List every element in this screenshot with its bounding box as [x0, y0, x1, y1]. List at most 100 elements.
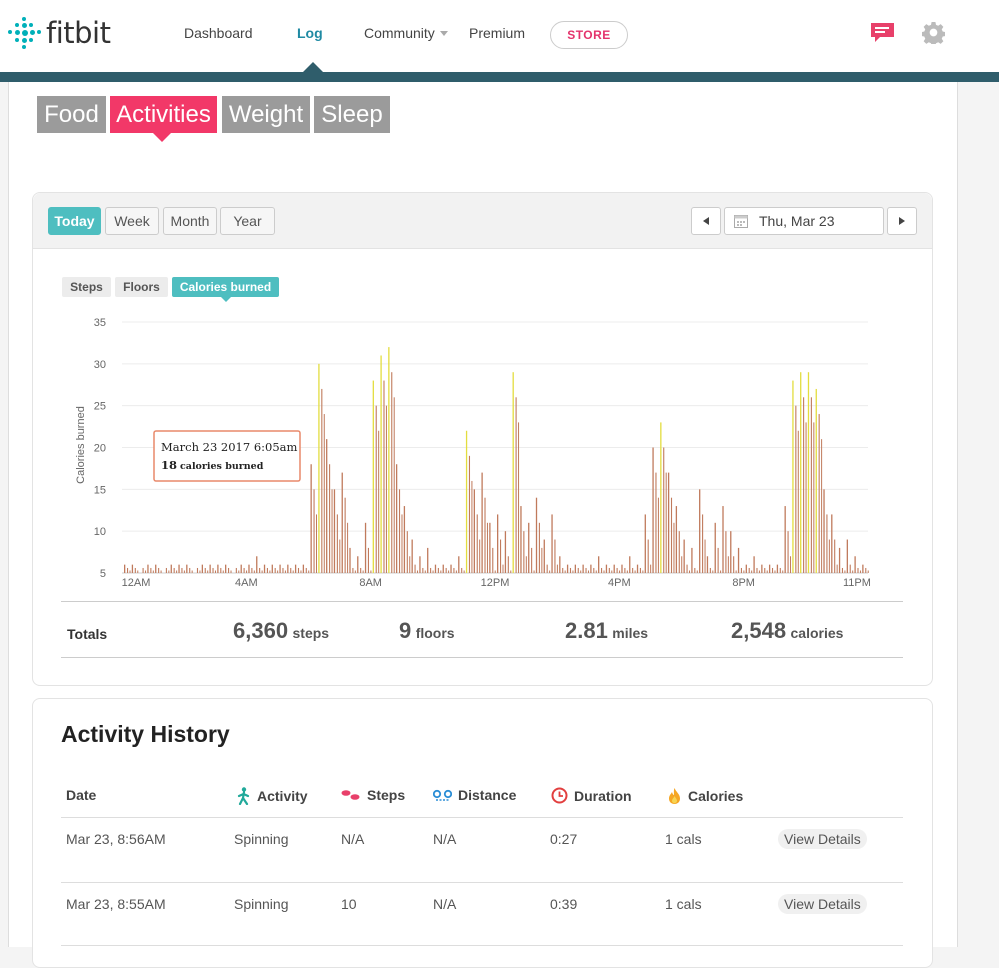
calorie-bar: [709, 567, 711, 573]
calorie-bar: [691, 547, 693, 573]
calorie-bar: [160, 570, 162, 573]
total-steps: 6,360 steps: [233, 618, 329, 644]
total-steps-unit: steps: [292, 625, 330, 641]
column-distance[interactable]: Distance: [433, 787, 516, 803]
calorie-bar: [706, 556, 709, 573]
calorie-bar: [427, 547, 429, 573]
calorie-bar: [768, 564, 771, 573]
chart-bars[interactable]: [124, 347, 869, 573]
calorie-bar: [243, 567, 245, 573]
calorie-bar: [201, 564, 204, 573]
calorie-bar: [621, 564, 623, 573]
calorie-bar: [489, 522, 491, 573]
store-button[interactable]: STORE: [550, 21, 628, 49]
calorie-bar: [821, 439, 823, 573]
calorie-bar: [274, 567, 276, 573]
row-2-distance: N/A: [433, 896, 457, 912]
row-2-view-details-button[interactable]: View Details: [778, 894, 867, 914]
y-tick-label: 35: [94, 317, 106, 329]
total-distance-value: 2.81: [565, 618, 608, 643]
tab-weight[interactable]: Weight: [222, 96, 310, 133]
calorie-bar: [590, 564, 592, 573]
calorie-bar: [694, 567, 696, 573]
calorie-bar: [546, 564, 548, 573]
calorie-bar: [805, 422, 807, 573]
calorie-bar: [745, 564, 747, 573]
messages-icon[interactable]: [870, 22, 895, 42]
column-date-label: Date: [66, 787, 97, 803]
column-steps[interactable]: Steps: [341, 787, 405, 803]
calorie-bar: [225, 564, 227, 573]
tab-sleep[interactable]: Sleep: [314, 96, 390, 133]
chevron-left-icon: [703, 217, 709, 225]
nav-community[interactable]: Community: [364, 25, 435, 41]
row-2-activity: Spinning: [234, 896, 289, 912]
calorie-bar: [380, 355, 382, 573]
previous-day-button[interactable]: [691, 207, 721, 235]
calorie-bar: [455, 570, 457, 573]
row-2-date: Mar 23, 8:55AM: [66, 896, 166, 912]
gear-icon[interactable]: [922, 21, 945, 44]
calorie-bar: [235, 567, 237, 573]
calorie-bar: [448, 570, 450, 573]
column-duration[interactable]: Duration: [551, 787, 632, 804]
calorie-bar: [554, 539, 556, 573]
calorie-bar: [722, 506, 724, 573]
nav-log[interactable]: Log: [297, 25, 323, 41]
calorie-bar: [238, 570, 240, 573]
calorie-bar: [714, 522, 716, 573]
calorie-bar: [442, 564, 444, 573]
row-1-steps: N/A: [341, 831, 365, 847]
calorie-bar: [271, 564, 273, 573]
tab-activities[interactable]: Activities: [110, 96, 217, 133]
calorie-bar: [538, 522, 540, 573]
calorie-bar: [605, 564, 608, 573]
nav-dashboard[interactable]: Dashboard: [184, 25, 253, 41]
row-1-view-details-button[interactable]: View Details: [778, 829, 867, 849]
calorie-bar: [790, 556, 792, 573]
metric-tab-floors[interactable]: Floors: [115, 277, 168, 297]
calorie-bar: [152, 570, 154, 573]
calorie-bar: [518, 422, 520, 573]
calorie-bar: [652, 447, 654, 573]
calorie-bar: [639, 567, 641, 573]
date-picker[interactable]: Thu, Mar 23: [724, 207, 884, 235]
calorie-bar: [333, 489, 336, 573]
calorie-bar: [624, 567, 626, 573]
calorie-bar: [344, 497, 346, 573]
total-floors-unit: floors: [415, 625, 455, 641]
range-today-button[interactable]: Today: [48, 207, 101, 235]
chart-tooltip: March 23 2017 6:05am 18 calories burned: [153, 430, 301, 482]
calorie-bar: [670, 497, 673, 573]
calorie-bar: [388, 347, 390, 573]
calorie-bar: [782, 570, 784, 573]
calorie-bar: [699, 489, 701, 573]
calorie-bar: [535, 497, 538, 573]
range-month-button[interactable]: Month: [163, 207, 217, 235]
calorie-bar: [403, 506, 406, 573]
calorie-bar: [263, 564, 266, 573]
calorie-bar: [865, 567, 867, 573]
calorie-bar: [577, 567, 579, 573]
metric-tab-calories[interactable]: Calories burned: [172, 277, 279, 297]
calorie-bar: [779, 567, 781, 573]
nav-premium[interactable]: Premium: [469, 25, 526, 41]
metric-tab-steps[interactable]: Steps: [62, 277, 111, 297]
tab-food[interactable]: Food: [37, 96, 106, 133]
column-calories[interactable]: Calories: [667, 787, 743, 805]
calorie-bar: [354, 570, 356, 573]
calorie-bar: [321, 388, 323, 573]
range-week-button[interactable]: Week: [105, 207, 159, 235]
fitbit-logo[interactable]: fitbit: [8, 16, 111, 50]
calorie-bar: [531, 547, 533, 573]
column-activity[interactable]: Activity: [237, 787, 308, 805]
calorie-bar: [815, 388, 817, 573]
column-date[interactable]: Date: [66, 787, 96, 803]
calorie-bar: [758, 570, 760, 573]
range-year-button[interactable]: Year: [220, 207, 275, 235]
calorie-bar: [515, 397, 517, 573]
calorie-bar: [619, 570, 621, 573]
clock-icon: [551, 787, 568, 804]
calorie-bar: [807, 372, 810, 573]
next-day-button[interactable]: [887, 207, 917, 235]
